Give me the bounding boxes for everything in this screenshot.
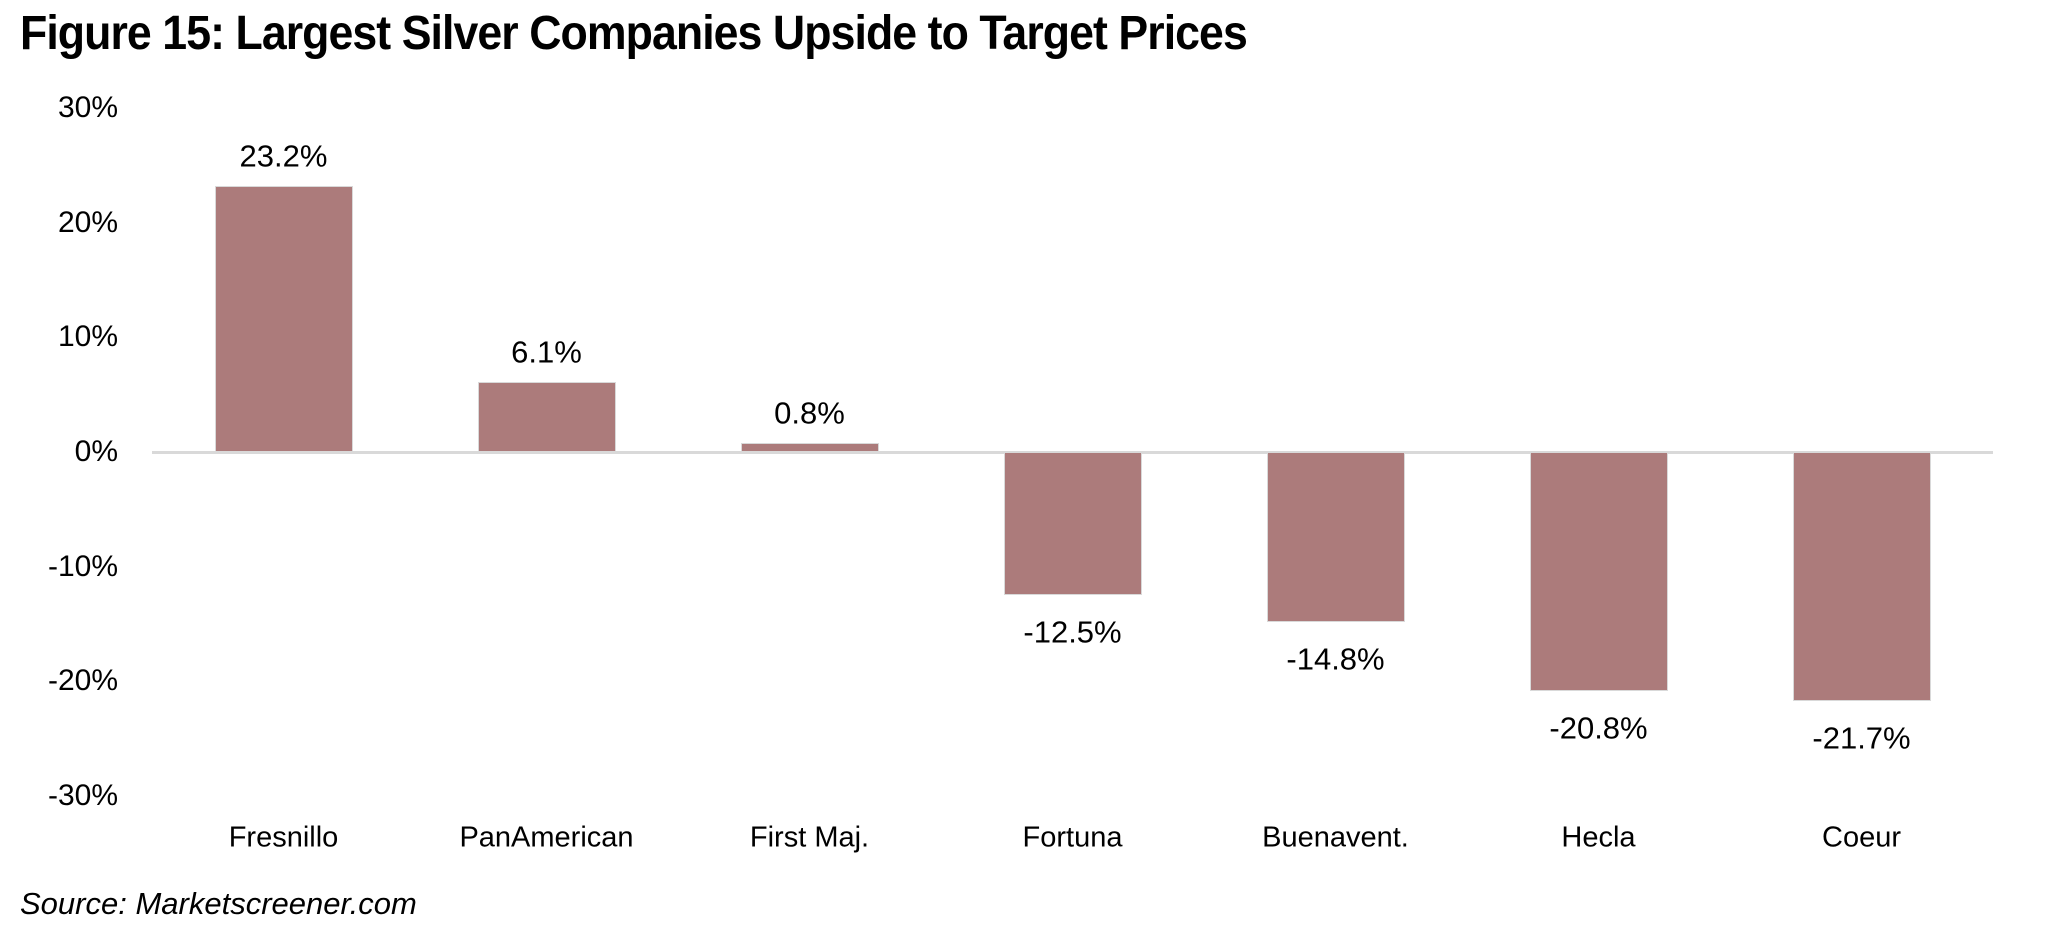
source-note: Source: Marketscreener.com xyxy=(20,886,417,921)
y-tick-label: 0% xyxy=(74,435,118,468)
bar xyxy=(1529,452,1668,691)
bar-value-label: -12.5% xyxy=(1023,614,1122,650)
x-tick-label: Fresnillo xyxy=(228,821,339,854)
x-tick-label: Coeur xyxy=(1822,821,1901,854)
bar xyxy=(1792,452,1931,701)
figure-title: Figure 15: Largest Silver Companies Upsi… xyxy=(20,7,1248,60)
bar xyxy=(214,185,353,452)
bar-value-label: -20.8% xyxy=(1549,710,1648,745)
x-tick-label: Buenavent. xyxy=(1262,821,1409,854)
bar xyxy=(477,382,616,452)
y-tick-label: -10% xyxy=(47,549,118,583)
x-tick-label: PanAmerican xyxy=(459,821,634,854)
bar-value-label: 0.8% xyxy=(774,395,845,431)
bar-value-label: 23.2% xyxy=(239,138,328,174)
bar-value-label: -14.8% xyxy=(1286,641,1385,677)
bar-value-label: 6.1% xyxy=(511,334,582,370)
bar-chart: 30% 20% 10% 0% -10% -20% -30% 23.2% 6.1% 0.8% -12… xyxy=(47,90,1993,854)
y-tick-label: 20% xyxy=(57,205,118,239)
x-tick-label: Fortuna xyxy=(1022,821,1123,854)
x-tick-label: Hecla xyxy=(1561,821,1636,854)
y-tick-label: 10% xyxy=(57,320,118,354)
x-tick-label: First Maj. xyxy=(749,821,870,854)
bar xyxy=(1003,452,1142,596)
bar xyxy=(1266,452,1405,622)
bar xyxy=(740,442,879,452)
bar-value-label: -21.7% xyxy=(1812,720,1911,756)
y-tick-label: -30% xyxy=(47,779,118,812)
y-tick-label: 30% xyxy=(57,90,118,124)
y-tick-label: -20% xyxy=(47,664,118,698)
